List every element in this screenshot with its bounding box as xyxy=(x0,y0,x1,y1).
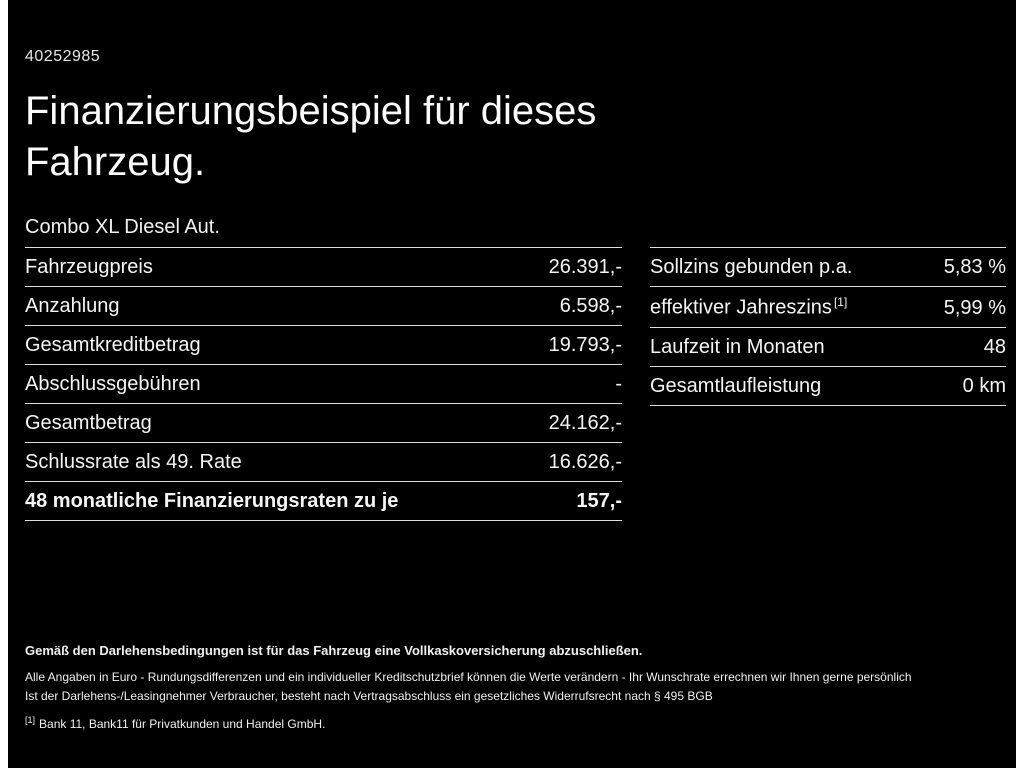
offer-id: 40252985 xyxy=(25,48,101,65)
row-label: Gesamtlaufleistung xyxy=(650,375,822,398)
row-value: 19.793,- xyxy=(548,334,622,357)
finance-example-page: 40252985 Finanzierungsbeispiel für diese… xyxy=(25,0,1006,731)
row-label: Laufzeit in Monaten xyxy=(650,336,825,359)
row-value: 5,99 % xyxy=(943,297,1006,320)
row-label: Schlussrate als 49. Rate xyxy=(25,451,242,474)
row-label: Sollzins gebunden p.a. xyxy=(650,256,853,279)
table-row: effektiver Jahreszins [1] 5,99 % xyxy=(650,287,1006,329)
row-value: 6.598,- xyxy=(559,295,622,318)
page-title-line-1: Finanzierungsbeispiel für dieses xyxy=(25,89,597,133)
left-edge-bar xyxy=(0,0,8,768)
row-label: Anzahlung xyxy=(25,295,120,318)
row-value: 157,- xyxy=(576,490,622,513)
right-edge-bar xyxy=(1016,0,1024,768)
row-value: 48 xyxy=(983,336,1006,359)
disclaimer-line-1: Alle Angaben in Euro - Rundungsdifferenz… xyxy=(25,670,912,685)
row-value: 26.391,- xyxy=(548,256,622,279)
page-title: Finanzierungsbeispiel für dieses Fahrzeu… xyxy=(25,86,1006,188)
row-label: 48 monatliche Finanzierungsraten zu je xyxy=(25,490,399,513)
table-row: Gesamtkreditbetrag 19.793,- xyxy=(25,326,622,366)
table-row: Laufzeit in Monaten 48 xyxy=(650,328,1006,368)
legal-footer: Gemäß den Darlehensbedingungen ist für d… xyxy=(25,643,1006,730)
table-row: Sollzins gebunden p.a. 5,83 % xyxy=(650,248,1006,288)
disclaimer-line-2: Ist der Darlehens-/Leasingnehmer Verbrau… xyxy=(25,688,713,703)
row-label: effektiver Jahreszins [1] xyxy=(650,295,848,320)
table-row: Schlussrate als 49. Rate 16.626,- xyxy=(25,443,622,483)
table-row: Abschlussgebühren - xyxy=(25,365,622,405)
insurance-requirement-note: Gemäß den Darlehensbedingungen ist für d… xyxy=(25,643,643,659)
table-row: Anzahlung 6.598,- xyxy=(25,287,622,327)
page-title-line-2: Fahrzeug. xyxy=(25,140,206,185)
table-row: Fahrzeugpreis 26.391,- xyxy=(25,248,622,288)
row-value: 16.626,- xyxy=(548,451,622,474)
row-value: 5,83 % xyxy=(943,256,1006,279)
row-value: 0 km xyxy=(962,375,1006,398)
bank-footnote: [1] Bank 11, Bank11 für Privatkunden und … xyxy=(25,715,1006,731)
row-label: Gesamtbetrag xyxy=(25,412,152,435)
finance-table-left: Fahrzeugpreis 26.391,- Anzahlung 6.598,-… xyxy=(25,247,622,522)
footnote-reference: [1] xyxy=(833,295,848,310)
vehicle-model: Combo XL Diesel Aut. xyxy=(25,216,220,239)
finance-table-right: Sollzins gebunden p.a. 5,83 % effektiver… xyxy=(650,247,1006,407)
row-value: - xyxy=(615,373,622,396)
finance-tables: Fahrzeugpreis 26.391,- Anzahlung 6.598,-… xyxy=(25,247,1006,522)
table-row: Gesamtlaufleistung 0 km xyxy=(650,367,1006,407)
row-label: Gesamtkreditbetrag xyxy=(25,334,201,357)
table-row-monthly-rate: 48 monatliche Finanzierungsraten zu je 1… xyxy=(25,482,622,522)
row-label: Abschlussgebühren xyxy=(25,373,201,396)
row-label: Fahrzeugpreis xyxy=(25,256,153,279)
footnote-marker: [1] xyxy=(25,714,36,725)
footnote-text: Bank 11, Bank11 für Privatkunden und Han… xyxy=(39,716,326,731)
table-row: Gesamtbetrag 24.162,- xyxy=(25,404,622,444)
row-value: 24.162,- xyxy=(548,412,622,435)
